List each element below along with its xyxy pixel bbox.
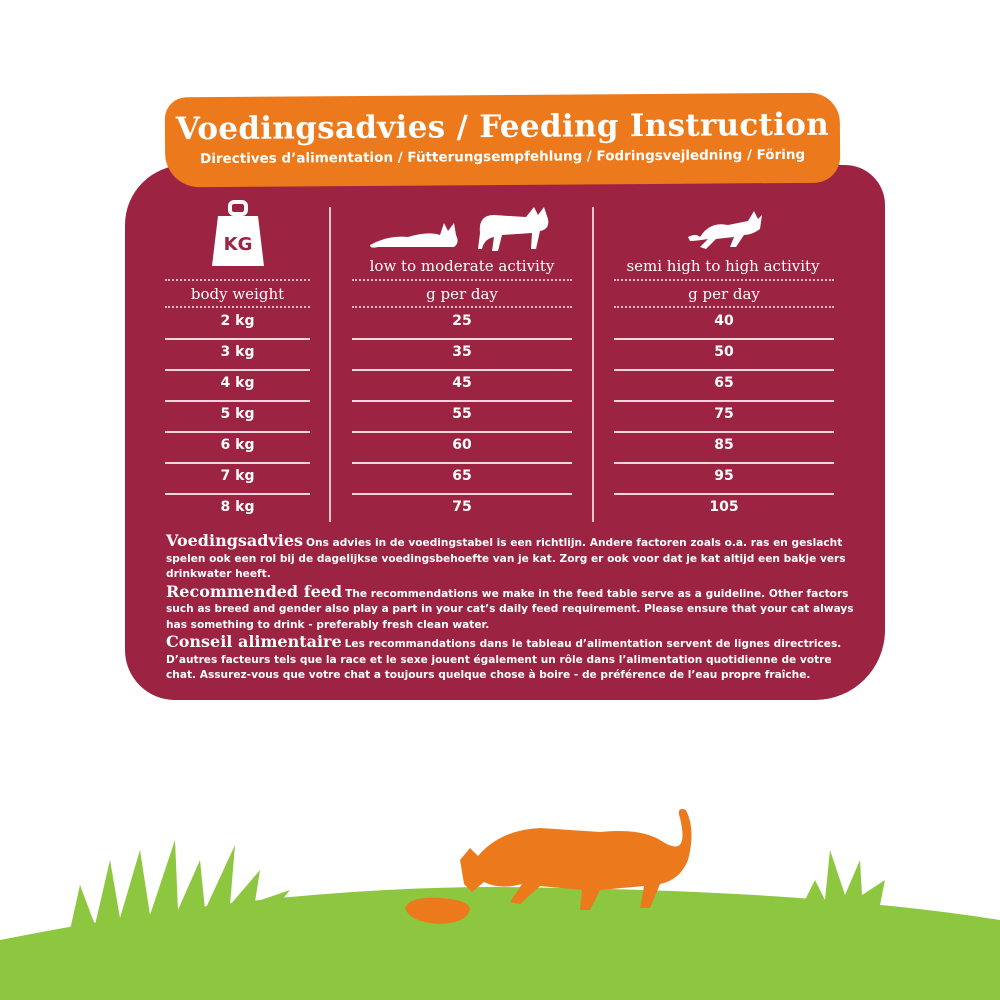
row-divider — [352, 400, 572, 402]
row-divider — [165, 431, 310, 433]
note-en: Recommended feed The recommendations we m… — [166, 581, 856, 634]
cell-value: 7 kg — [220, 468, 255, 484]
row-divider — [352, 338, 572, 340]
activity-high-label: semi high to high activity — [626, 257, 820, 275]
row-divider — [614, 493, 834, 495]
cell-value: 3 kg — [220, 344, 255, 360]
column-divider — [592, 207, 594, 522]
note-text: The recommendations we make in the feed … — [166, 587, 854, 631]
standing-cat-icon — [478, 207, 549, 251]
grass-tuft-left-icon — [70, 840, 290, 930]
divider — [614, 279, 834, 281]
cell-value: 60 — [452, 437, 472, 453]
row-divider — [614, 431, 834, 433]
cell-value: 6 kg — [220, 437, 255, 453]
row-divider — [352, 493, 572, 495]
title-banner: Voedingsadvies / Feeding Instruction Dir… — [164, 92, 841, 188]
row-divider — [352, 431, 572, 433]
row-divider — [352, 369, 572, 371]
cell-value: 55 — [452, 406, 472, 422]
row-divider — [614, 400, 834, 402]
row-divider — [165, 338, 310, 340]
cell-value: 65 — [714, 375, 734, 391]
divider — [352, 306, 572, 308]
note-heading: Conseil alimentaire — [166, 632, 342, 651]
cell-value: 85 — [714, 437, 734, 453]
row-divider — [165, 493, 310, 495]
divider — [165, 306, 310, 308]
cell-value: 45 — [452, 375, 472, 391]
row-divider — [614, 338, 834, 340]
row-divider — [352, 462, 572, 464]
divider — [165, 279, 310, 281]
cell-value: 5 kg — [220, 406, 255, 422]
grass-tuft-right-icon — [800, 850, 885, 910]
row-divider — [165, 369, 310, 371]
column-header-low: g per day — [426, 285, 498, 303]
cell-value: 2 kg — [220, 313, 255, 329]
note-fr: Conseil alimentaire Les recommandations d… — [166, 634, 856, 684]
feeding-notes: Voedingsadvies Ons advies in de voedingst… — [166, 533, 856, 685]
cell-value: 35 — [452, 344, 472, 360]
cell-value: 4 kg — [220, 375, 255, 391]
cell-value: 105 — [709, 499, 739, 515]
cell-value: 25 — [452, 313, 472, 329]
column-header-high: g per day — [688, 285, 760, 303]
eating-cat-icon — [460, 809, 692, 910]
cell-value: 75 — [452, 499, 472, 515]
note-nl: Voedingsadvies Ons advies in de voedingst… — [166, 533, 856, 583]
note-text: Les recommandations dans le tableau d’al… — [166, 638, 842, 681]
row-divider — [614, 462, 834, 464]
column-header-body-weight: body weight — [190, 285, 285, 303]
column-divider — [329, 207, 331, 522]
page-subtitle: Directives d’alimentation / Fütterungsem… — [200, 146, 806, 168]
resting-cat-icon — [370, 223, 458, 248]
note-text: Ons advies in de voedingstabel is een ri… — [166, 537, 846, 580]
row-divider — [165, 400, 310, 402]
activity-low-label: low to moderate activity — [369, 257, 555, 275]
note-heading: Voedingsadvies — [166, 531, 304, 550]
cell-value: 8 kg — [220, 499, 255, 515]
divider — [614, 306, 834, 308]
weight-icon: KG — [212, 200, 264, 266]
row-divider — [614, 369, 834, 371]
page-title: Voedingsadvies / Feeding Instruction — [175, 106, 830, 148]
cell-value: 40 — [714, 313, 734, 329]
divider — [352, 279, 572, 281]
cell-value: 95 — [714, 468, 734, 484]
cell-value: 75 — [714, 406, 734, 422]
food-bowl-icon — [405, 897, 470, 924]
cell-value: 50 — [714, 344, 734, 360]
running-cat-icon — [688, 211, 762, 249]
note-heading: Recommended feed — [166, 581, 343, 601]
row-divider — [165, 462, 310, 464]
cell-value: 65 — [452, 468, 472, 484]
svg-text:KG: KG — [224, 234, 253, 255]
grass-scene — [0, 809, 1000, 1000]
